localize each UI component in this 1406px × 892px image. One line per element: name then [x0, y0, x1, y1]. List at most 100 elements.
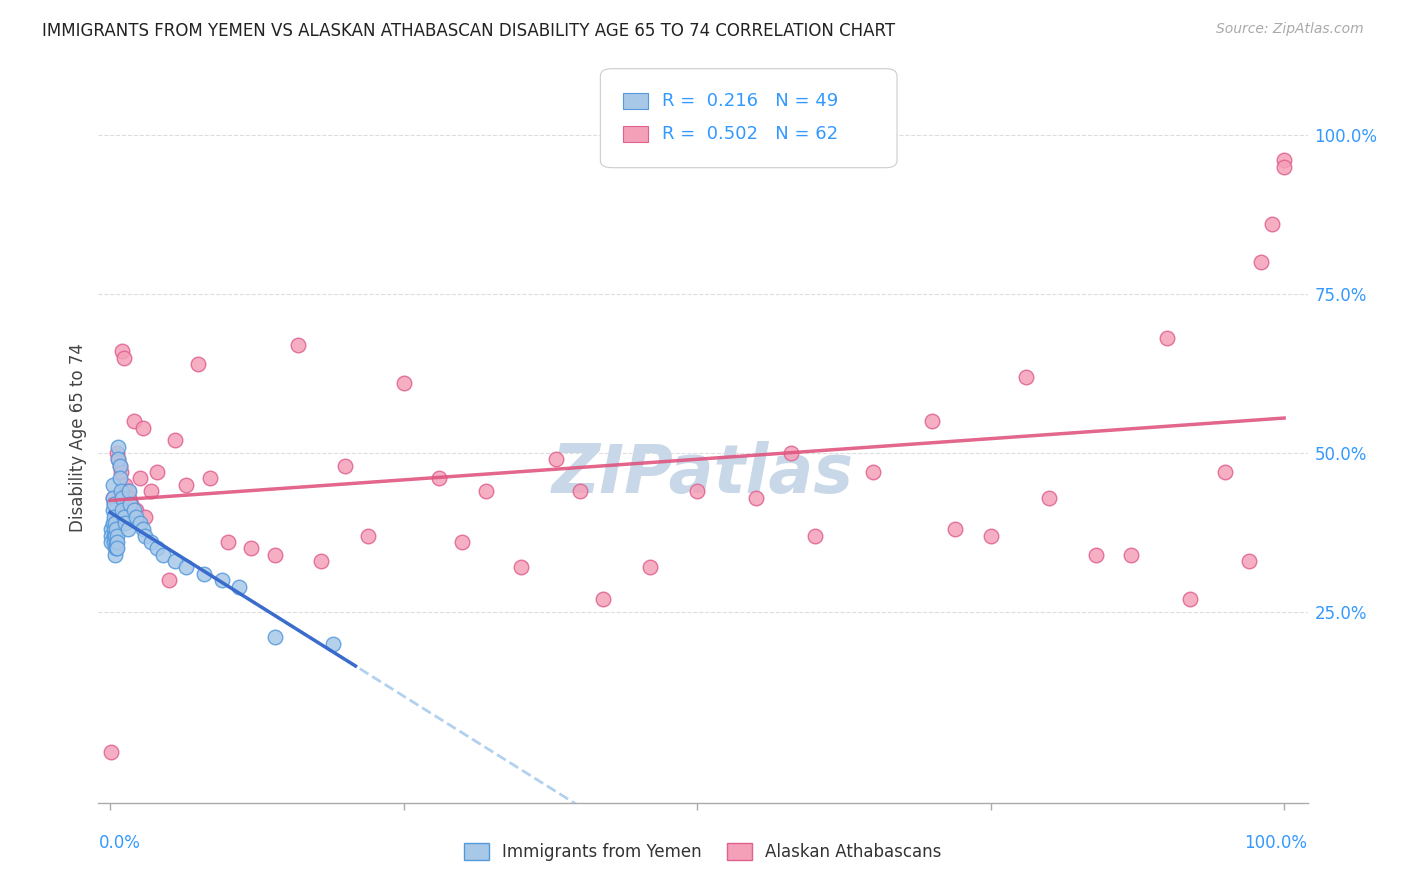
- Point: [228, 580, 250, 594]
- Point: [451, 535, 474, 549]
- Point: [128, 471, 150, 485]
- Point: [105, 522, 128, 536]
- Point: [1121, 548, 1143, 562]
- Point: [146, 541, 169, 556]
- Point: [111, 491, 134, 505]
- Point: [103, 535, 125, 549]
- Point: [638, 560, 661, 574]
- Point: [263, 548, 285, 562]
- Point: [546, 452, 568, 467]
- Text: 100.0%: 100.0%: [1244, 834, 1308, 852]
- Point: [107, 440, 129, 454]
- Point: [1085, 548, 1108, 562]
- Point: [1261, 217, 1284, 231]
- Point: [108, 458, 131, 473]
- Point: [128, 516, 150, 530]
- Legend: Immigrants from Yemen, Alaskan Athabascans: Immigrants from Yemen, Alaskan Athabasca…: [457, 836, 949, 868]
- Point: [1237, 554, 1260, 568]
- Point: [100, 529, 122, 543]
- Point: [110, 484, 132, 499]
- Point: [105, 446, 128, 460]
- Point: [103, 497, 125, 511]
- Text: IMMIGRANTS FROM YEMEN VS ALASKAN ATHABASCAN DISABILITY AGE 65 TO 74 CORRELATION : IMMIGRANTS FROM YEMEN VS ALASKAN ATHABAS…: [42, 22, 896, 40]
- Point: [107, 452, 129, 467]
- Point: [103, 509, 125, 524]
- Point: [217, 535, 239, 549]
- Point: [125, 509, 148, 524]
- Point: [114, 516, 136, 530]
- Point: [163, 434, 186, 448]
- Text: Source: ZipAtlas.com: Source: ZipAtlas.com: [1216, 22, 1364, 37]
- Point: [686, 484, 709, 499]
- Point: [152, 548, 174, 562]
- Point: [104, 541, 127, 556]
- Point: [103, 497, 125, 511]
- Point: [163, 554, 186, 568]
- Point: [263, 631, 285, 645]
- Point: [187, 357, 209, 371]
- Point: [105, 535, 128, 549]
- Point: [475, 484, 498, 499]
- Point: [108, 471, 131, 485]
- Point: [921, 414, 943, 428]
- Point: [287, 338, 309, 352]
- Point: [357, 529, 380, 543]
- Point: [311, 554, 333, 568]
- Point: [862, 465, 884, 479]
- Point: [803, 529, 825, 543]
- Point: [110, 465, 132, 479]
- Text: ZIPatlas: ZIPatlas: [553, 441, 853, 507]
- Point: [322, 637, 344, 651]
- Point: [108, 458, 131, 473]
- Point: [392, 376, 415, 390]
- Point: [1272, 160, 1295, 174]
- Point: [105, 535, 128, 549]
- Point: [176, 477, 198, 491]
- Point: [1180, 592, 1202, 607]
- Point: [103, 529, 125, 543]
- Point: [141, 535, 163, 549]
- Point: [122, 414, 145, 428]
- Point: [125, 503, 148, 517]
- Point: [592, 592, 614, 607]
- Point: [118, 491, 141, 505]
- Point: [780, 446, 803, 460]
- Point: [132, 420, 155, 434]
- Point: [157, 573, 180, 587]
- Point: [101, 491, 124, 505]
- Point: [105, 503, 128, 517]
- Text: 0.0%: 0.0%: [98, 834, 141, 852]
- Point: [211, 573, 233, 587]
- Point: [100, 535, 122, 549]
- Point: [103, 522, 125, 536]
- Text: R =  0.502   N = 62: R = 0.502 N = 62: [662, 125, 838, 143]
- Point: [117, 484, 139, 499]
- Point: [105, 529, 128, 543]
- Point: [980, 529, 1002, 543]
- Point: [114, 477, 136, 491]
- Point: [1272, 153, 1295, 168]
- Point: [176, 560, 198, 574]
- Point: [510, 560, 533, 574]
- Point: [1156, 331, 1178, 345]
- Point: [427, 471, 450, 485]
- Point: [101, 503, 124, 517]
- Point: [122, 503, 145, 517]
- Point: [120, 497, 142, 511]
- Point: [100, 745, 122, 759]
- Point: [104, 529, 127, 543]
- Point: [134, 529, 156, 543]
- Point: [111, 503, 134, 517]
- Point: [1215, 465, 1237, 479]
- Point: [112, 509, 135, 524]
- Point: [745, 491, 768, 505]
- Point: [945, 522, 967, 536]
- Point: [193, 566, 215, 581]
- Point: [100, 522, 122, 536]
- Point: [104, 516, 127, 530]
- Point: [104, 548, 127, 562]
- Point: [107, 452, 129, 467]
- Point: [333, 458, 356, 473]
- Text: R =  0.216   N = 49: R = 0.216 N = 49: [662, 92, 838, 110]
- Point: [1250, 255, 1272, 269]
